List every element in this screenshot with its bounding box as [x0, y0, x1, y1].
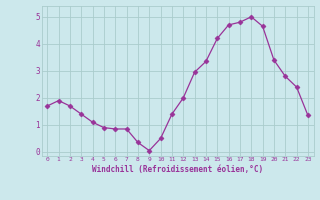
X-axis label: Windchill (Refroidissement éolien,°C): Windchill (Refroidissement éolien,°C) — [92, 165, 263, 174]
